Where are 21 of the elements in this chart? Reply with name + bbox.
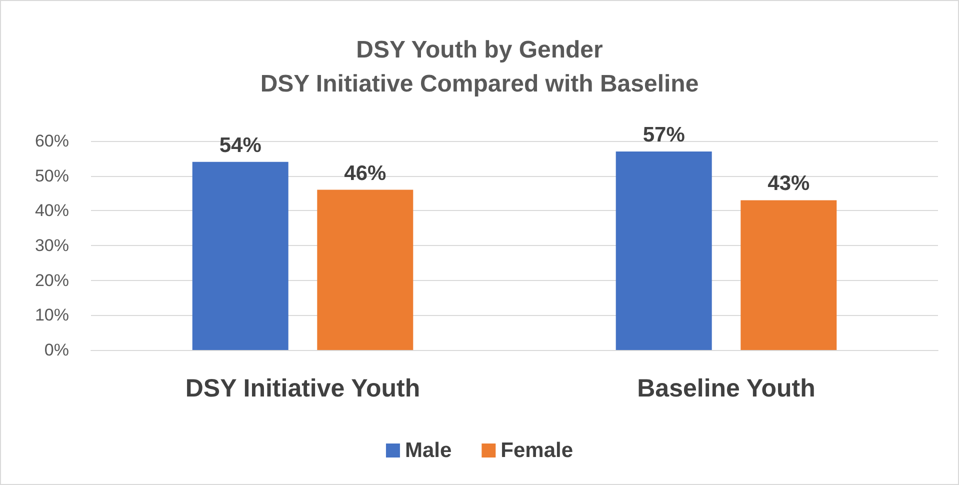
bar (192, 162, 288, 350)
y-tick-label: 60% (34, 132, 69, 150)
y-tick-label: 30% (34, 236, 69, 255)
chart-subtitle: DSY Initiative Compared with Baseline (260, 70, 699, 98)
y-tick-label: 50% (34, 166, 69, 186)
data-label: 57% (642, 123, 686, 146)
chart-title: DSY Youth by Gender (356, 36, 603, 64)
y-tick-label: 40% (34, 201, 69, 220)
bar (317, 190, 414, 350)
x-tick-label: Baseline Youth (637, 374, 816, 402)
data-label: 46% (344, 162, 386, 185)
bar (740, 200, 837, 350)
y-tick-label: 0% (44, 340, 69, 360)
data-label: 54% (219, 134, 262, 157)
x-tick-label: DSY Initiative Youth (185, 374, 420, 402)
bar (616, 151, 712, 350)
legend-label: Female (500, 439, 574, 462)
legend-label: Male (404, 439, 452, 462)
y-tick-label: 20% (34, 270, 69, 290)
data-label: 43% (768, 172, 810, 196)
y-tick-label: 10% (34, 306, 69, 325)
